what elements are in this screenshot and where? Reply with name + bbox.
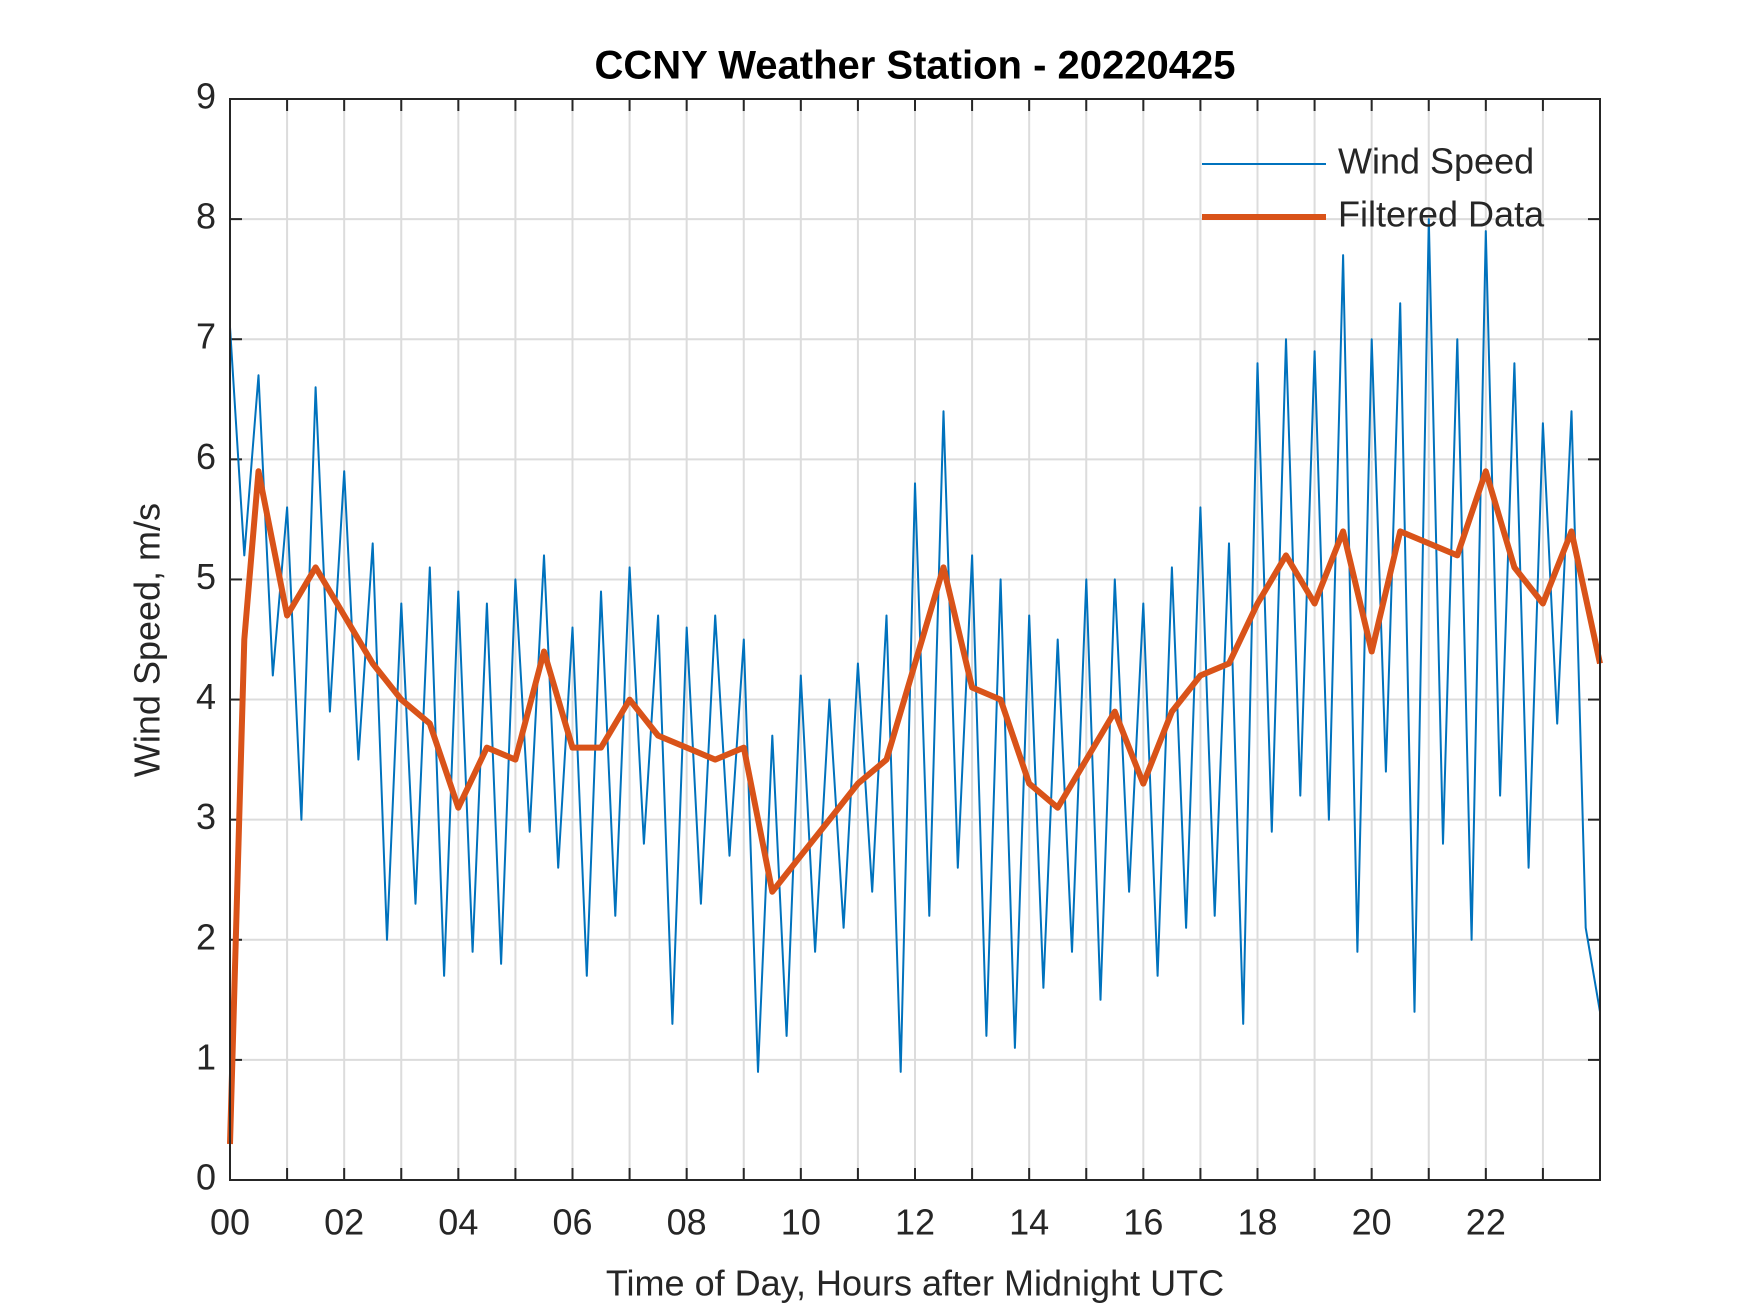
legend-label: Filtered Data <box>1338 194 1545 235</box>
x-tick-label: 12 <box>895 1202 935 1243</box>
y-tick-label: 9 <box>196 76 216 117</box>
data-line <box>227 468 1603 1145</box>
x-tick-label: 18 <box>1237 1202 1277 1243</box>
x-axis-label: Time of Day, Hours after Midnight UTC <box>606 1263 1224 1304</box>
x-tick-label: 00 <box>210 1202 250 1243</box>
chart-title: CCNY Weather Station - 20220425 <box>595 44 1236 88</box>
x-tick-label: 16 <box>1123 1202 1163 1243</box>
y-tick-label: 5 <box>196 556 216 597</box>
x-tick-label: 14 <box>1009 1202 1049 1243</box>
y-tick-label: 7 <box>196 316 216 357</box>
y-tick-label: 6 <box>196 436 216 477</box>
y-tick-label: 8 <box>196 196 216 237</box>
x-tick-label: 06 <box>552 1202 592 1243</box>
x-tick-label: 22 <box>1466 1202 1506 1243</box>
y-tick-label: 0 <box>196 1157 216 1198</box>
x-tick-label: 02 <box>324 1202 364 1243</box>
y-tick-label: 1 <box>196 1036 216 1077</box>
y-tick-label: 4 <box>196 676 216 717</box>
x-tick-label: 04 <box>438 1202 478 1243</box>
legend-label: Wind Speed <box>1338 141 1534 182</box>
data-line <box>229 218 1601 1073</box>
y-tick-label: 3 <box>196 796 216 837</box>
x-tick-label: 10 <box>781 1202 821 1243</box>
x-tick-label: 20 <box>1352 1202 1392 1243</box>
plot-frame <box>229 98 1601 1181</box>
y-tick-label: 2 <box>196 916 216 957</box>
x-tick-label: 08 <box>667 1202 707 1243</box>
y-axis-label: Wind Speed, m/s <box>127 503 168 777</box>
